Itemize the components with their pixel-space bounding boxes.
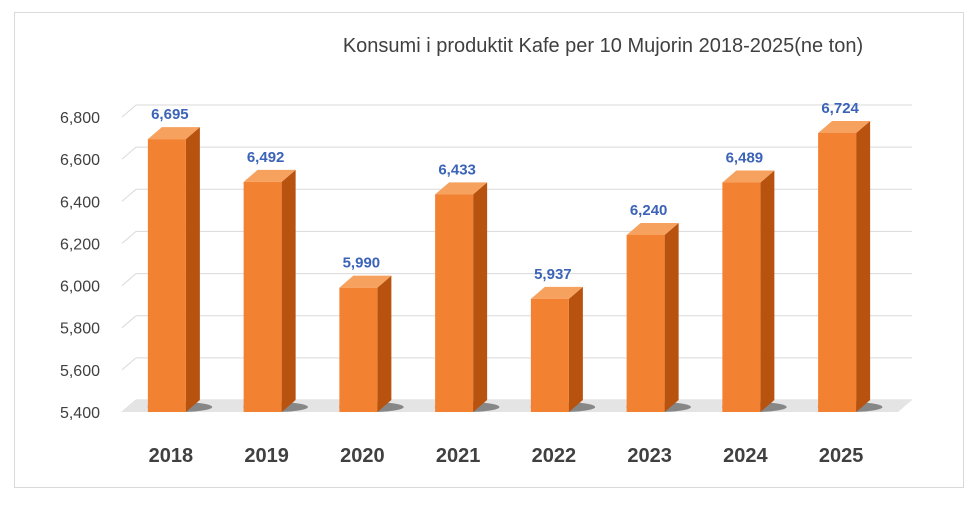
y-tick-label: 6,200	[60, 236, 100, 253]
x-tick-label: 2022	[532, 445, 577, 467]
floor-plane	[122, 400, 912, 412]
gridlines	[121, 104, 912, 413]
bar-top	[339, 275, 392, 288]
bar-side	[568, 286, 583, 412]
data-label: 5,937	[534, 266, 572, 283]
bar-front	[147, 139, 186, 412]
x-tick-label: 2021	[436, 445, 481, 467]
y-tick-label: 6,400	[60, 194, 100, 211]
bar-front	[530, 298, 569, 412]
bar	[147, 127, 213, 412]
y-tick-label: 6,800	[60, 110, 100, 127]
y-tick-label: 6,600	[60, 152, 100, 169]
bar	[434, 182, 500, 412]
bars	[147, 121, 883, 412]
gridline-depth	[121, 231, 137, 244]
bar-top	[147, 127, 200, 140]
gridline-depth	[121, 273, 137, 286]
bar	[243, 169, 308, 412]
bar	[530, 286, 596, 412]
bar-top	[722, 170, 775, 183]
data-label: 6,492	[247, 149, 285, 166]
bar-front	[243, 181, 282, 412]
x-tick-label: 2018	[149, 445, 194, 467]
y-tick-label: 6,000	[60, 279, 100, 296]
chart-floor	[122, 400, 912, 412]
y-tick-label: 5,400	[60, 405, 100, 422]
y-tick-label: 5,800	[60, 321, 100, 338]
y-tick-label: 5,600	[60, 363, 100, 380]
gridline-depth	[121, 104, 137, 118]
bar	[626, 223, 691, 412]
bar-top	[435, 182, 488, 195]
x-tick-label: 2020	[340, 445, 385, 467]
gridline-depth	[121, 146, 137, 160]
data-label: 6,724	[821, 100, 859, 117]
bar-top	[626, 223, 679, 235]
data-labels: 6,695 6,492 5,990 6,433 5,937 6,240 6,489 6,724	[151, 100, 859, 283]
bar-side	[664, 223, 679, 412]
bar-front	[435, 194, 474, 412]
gridline-depth	[121, 188, 137, 202]
bar-top	[530, 286, 583, 299]
bar-side	[856, 121, 871, 412]
bar-side	[185, 127, 200, 412]
bar-side	[281, 169, 296, 412]
bar-front	[339, 287, 378, 412]
bar	[817, 121, 883, 412]
x-tick-label: 2025	[819, 445, 864, 467]
bar	[722, 170, 787, 412]
bar-front	[818, 133, 857, 412]
data-label: 6,433	[438, 161, 476, 178]
bar-side	[473, 182, 488, 412]
bar-top	[243, 169, 296, 182]
x-tick-label: 2019	[244, 445, 289, 467]
data-label: 6,240	[630, 202, 668, 219]
data-label: 5,990	[343, 255, 381, 272]
gridline-depth	[121, 315, 137, 329]
data-label: 6,695	[151, 106, 189, 123]
bar-side	[760, 170, 775, 412]
bar-top	[818, 121, 871, 134]
y-axis-ticks: 5,400 5,600 5,800 6,000 6,200 6,400 6,600 6,800	[60, 110, 100, 422]
chart-title: Konsumi i produktit Kafe per 10 Mujorin …	[343, 35, 863, 57]
x-tick-label: 2023	[627, 445, 672, 467]
x-tick-label: 2024	[723, 445, 768, 467]
bar-side	[377, 275, 392, 412]
bar-front	[722, 182, 761, 412]
x-axis-labels: 2018 2019 2020 2021 2022 2023 2024 2025	[149, 445, 864, 467]
gridline-depth	[121, 357, 137, 371]
bar	[339, 275, 404, 412]
data-label: 6,489	[726, 150, 764, 167]
bar-front	[626, 235, 665, 412]
